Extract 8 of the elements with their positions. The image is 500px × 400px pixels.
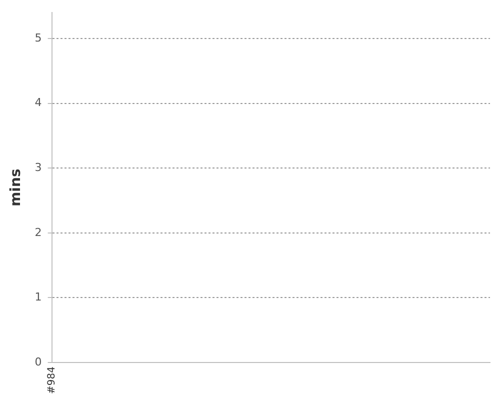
y-tick-label: 2 <box>34 226 42 239</box>
y-tick-label: 3 <box>34 160 42 174</box>
y-axis-title: mins <box>8 168 24 206</box>
y-tick-label: 1 <box>34 290 42 304</box>
y-tick-label: 0 <box>34 355 42 368</box>
y-tick-label: 5 <box>34 31 42 44</box>
y-tick-label: 4 <box>34 96 42 110</box>
x-tick-label: #984 <box>46 366 58 394</box>
